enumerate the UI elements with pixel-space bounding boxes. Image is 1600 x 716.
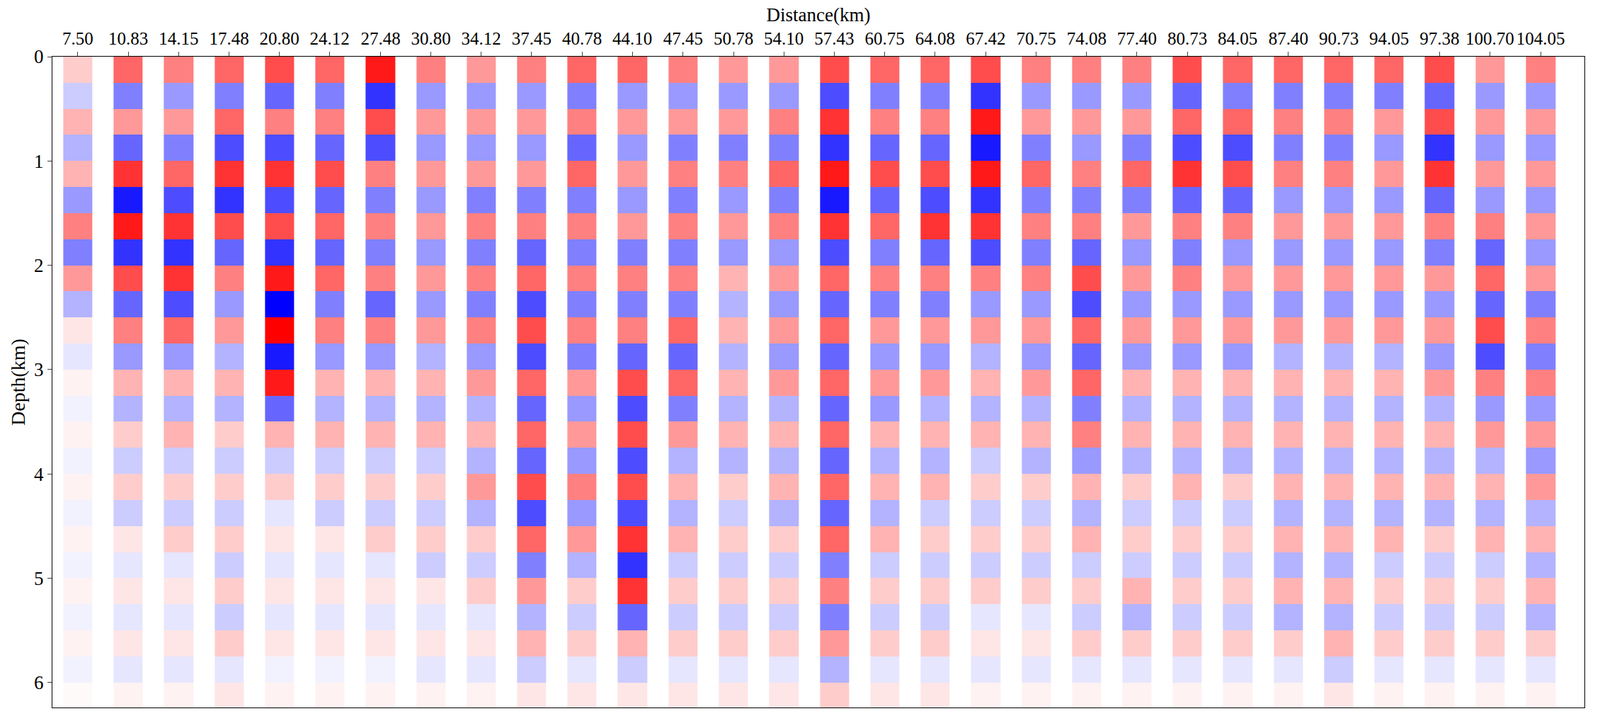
svg-text:94.05: 94.05 xyxy=(1369,29,1409,49)
svg-text:67.42: 67.42 xyxy=(965,29,1006,49)
svg-text:40.78: 40.78 xyxy=(562,29,602,49)
svg-text:74.08: 74.08 xyxy=(1066,29,1107,49)
svg-text:50.78: 50.78 xyxy=(713,29,754,49)
svg-text:90.73: 90.73 xyxy=(1318,29,1359,49)
svg-text:80.73: 80.73 xyxy=(1167,29,1208,49)
svg-text:4: 4 xyxy=(33,463,44,485)
svg-text:104.05: 104.05 xyxy=(1516,29,1566,49)
svg-text:34.12: 34.12 xyxy=(461,29,502,49)
svg-text:1: 1 xyxy=(33,150,44,173)
svg-text:97.38: 97.38 xyxy=(1419,29,1460,49)
svg-text:64.08: 64.08 xyxy=(915,29,956,49)
svg-text:24.12: 24.12 xyxy=(310,29,350,49)
svg-text:84.05: 84.05 xyxy=(1217,29,1258,49)
svg-text:37.45: 37.45 xyxy=(511,29,552,49)
svg-text:44.10: 44.10 xyxy=(612,29,653,49)
svg-text:47.45: 47.45 xyxy=(663,29,704,49)
svg-text:14.15: 14.15 xyxy=(158,29,199,49)
svg-text:27.48: 27.48 xyxy=(360,29,400,49)
svg-text:3: 3 xyxy=(33,358,44,381)
svg-text:60.75: 60.75 xyxy=(864,29,905,49)
svg-text:70.75: 70.75 xyxy=(1015,29,1056,49)
svg-text:54.10: 54.10 xyxy=(763,29,804,49)
svg-text:57.43: 57.43 xyxy=(814,29,854,49)
svg-text:Depth(km): Depth(km) xyxy=(7,338,30,426)
svg-text:Distance(km): Distance(km) xyxy=(766,4,871,26)
svg-text:5: 5 xyxy=(33,567,44,590)
svg-text:2: 2 xyxy=(33,254,44,277)
svg-text:10.83: 10.83 xyxy=(108,29,148,49)
svg-text:0: 0 xyxy=(33,46,44,68)
svg-text:77.40: 77.40 xyxy=(1117,29,1157,49)
svg-text:100.70: 100.70 xyxy=(1465,29,1515,49)
svg-text:6: 6 xyxy=(33,671,44,694)
svg-text:30.80: 30.80 xyxy=(410,29,451,49)
svg-text:7.50: 7.50 xyxy=(62,29,94,49)
svg-text:87.40: 87.40 xyxy=(1268,29,1309,49)
svg-text:17.48: 17.48 xyxy=(208,29,249,49)
svg-text:20.80: 20.80 xyxy=(259,29,299,49)
